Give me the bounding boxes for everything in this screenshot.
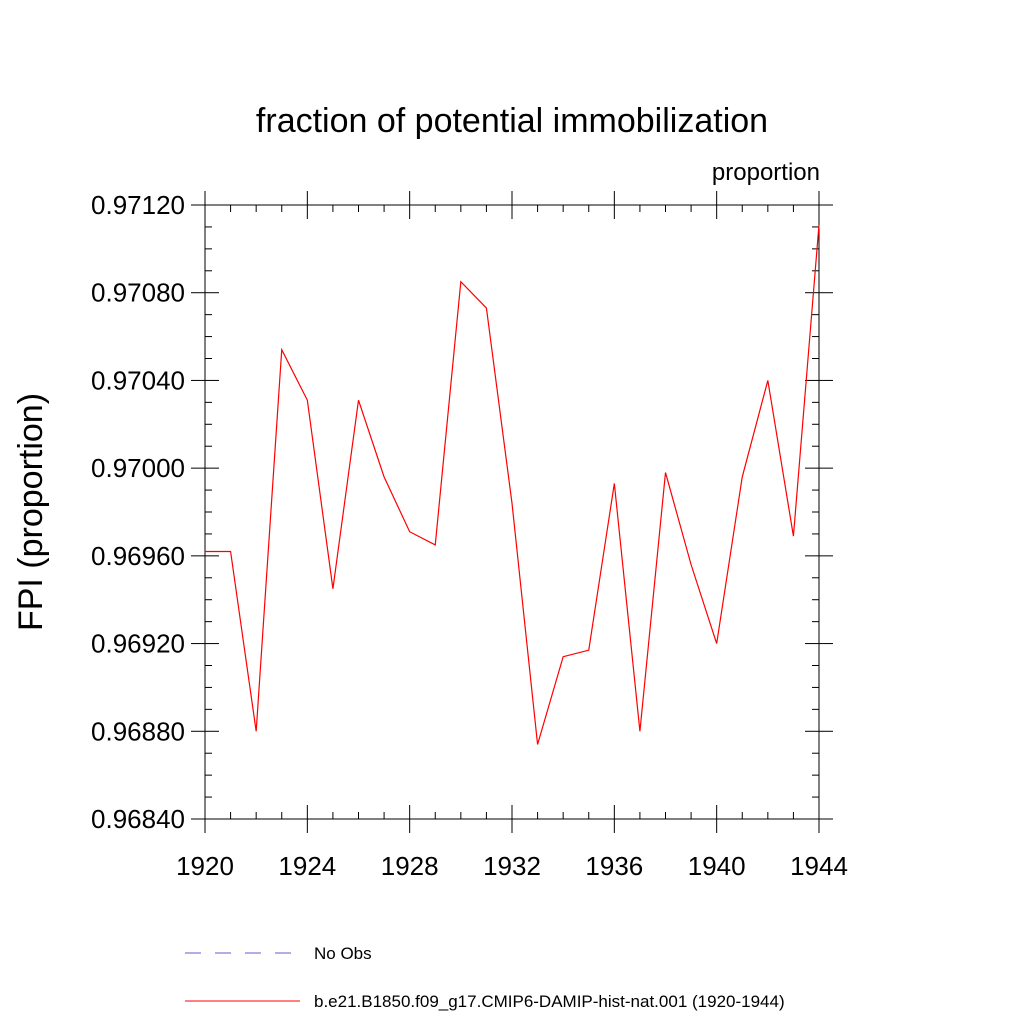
units-label: proportion xyxy=(712,159,820,186)
x-tick-label: 1920 xyxy=(176,851,234,881)
legend-label-model: b.e21.B1850.f09_g17.CMIP6-DAMIP-hist-nat… xyxy=(314,992,785,1011)
y-tick-label: 0.97120 xyxy=(91,190,185,220)
x-tick-label: 1940 xyxy=(688,851,746,881)
y-tick-labels: 0.96840 0.96880 0.96920 0.96960 0.97000 0.970… xyxy=(91,190,185,834)
y-tick-label: 0.96920 xyxy=(91,629,185,659)
y-tick-label: 0.97080 xyxy=(91,278,185,308)
x-tick-label: 1936 xyxy=(585,851,643,881)
axis-ticks xyxy=(191,191,833,833)
series-group xyxy=(205,224,820,745)
x-tick-labels: 1920 1924 1928 1932 1936 1940 1944 xyxy=(176,851,848,881)
y-tick-label: 0.96880 xyxy=(91,716,185,746)
x-tick-label: 1928 xyxy=(381,851,439,881)
x-tick-label: 1944 xyxy=(790,851,848,881)
legend-label-no-obs: No Obs xyxy=(314,944,372,963)
y-tick-label: 0.97000 xyxy=(91,453,185,483)
series-line xyxy=(205,224,820,745)
x-tick-label: 1932 xyxy=(483,851,541,881)
y-axis-label: FPI (proportion) xyxy=(12,393,50,631)
legend: No Obs b.e21.B1850.f09_g17.CMIP6-DAMIP-h… xyxy=(185,944,785,1011)
plot-frame xyxy=(204,204,820,820)
y-tick-label: 0.97040 xyxy=(91,365,185,395)
x-tick-label: 1924 xyxy=(278,851,336,881)
chart-title: fraction of potential immobilization xyxy=(256,102,768,140)
y-tick-label: 0.96840 xyxy=(91,804,185,834)
y-tick-label: 0.96960 xyxy=(91,541,185,571)
